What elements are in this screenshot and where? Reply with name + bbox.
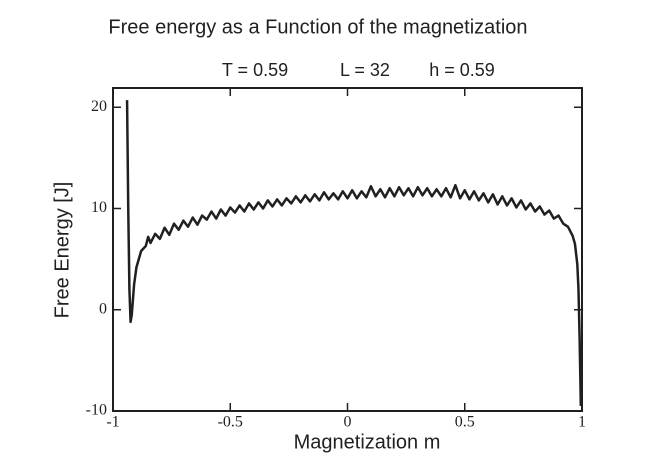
annotation: h = 0.59 [429,60,495,80]
y-tick-label: 20 [91,98,107,115]
y-axis-label: Free Energy [J] [51,182,73,319]
x-axis-label: Magnetization m [294,431,441,453]
annotation: L = 32 [340,60,390,80]
chart-title: Free energy as a Function of the magneti… [108,16,527,38]
x-tick-label: -0.5 [218,414,243,431]
x-tick-label: -1 [106,414,119,431]
y-tick-label: -10 [86,402,107,419]
y-tick-label: 10 [91,199,107,216]
x-tick-label: 1 [578,414,586,431]
x-tick-label: 0.5 [455,414,475,431]
annotation: T = 0.59 [222,60,288,80]
y-tick-label: 0 [99,300,107,317]
data-line [125,100,583,406]
x-tick-label: 0 [344,414,352,431]
